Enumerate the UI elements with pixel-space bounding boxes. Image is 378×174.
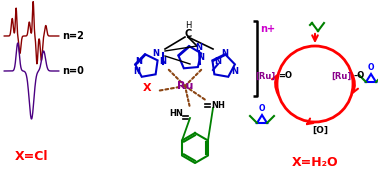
Text: X: X xyxy=(143,83,151,93)
Text: [O]: [O] xyxy=(312,125,328,135)
Text: C: C xyxy=(184,29,192,39)
Text: O: O xyxy=(259,104,265,113)
Text: N: N xyxy=(160,57,166,66)
Text: –O: –O xyxy=(354,72,365,81)
Text: N: N xyxy=(133,68,141,77)
Text: X=Cl: X=Cl xyxy=(15,149,49,163)
Text: [Ru]: [Ru] xyxy=(331,72,351,81)
Text: N: N xyxy=(231,68,239,77)
Text: N: N xyxy=(195,44,203,53)
Text: [Ru]: [Ru] xyxy=(255,72,275,81)
Text: n+: n+ xyxy=(260,24,275,34)
Text: NH: NH xyxy=(211,101,225,110)
Text: H: H xyxy=(185,22,191,30)
Text: n=0: n=0 xyxy=(62,66,84,76)
Text: N: N xyxy=(152,49,160,58)
Text: N: N xyxy=(135,57,143,66)
Text: N: N xyxy=(222,49,228,58)
Text: =O: =O xyxy=(278,72,292,81)
Text: HN: HN xyxy=(169,109,183,118)
Text: O: O xyxy=(368,63,374,72)
Text: N: N xyxy=(214,57,222,66)
Text: X=H₂O: X=H₂O xyxy=(292,156,338,168)
Text: Ru: Ru xyxy=(177,81,193,91)
Text: N: N xyxy=(197,53,204,62)
Text: n=2: n=2 xyxy=(62,31,84,41)
